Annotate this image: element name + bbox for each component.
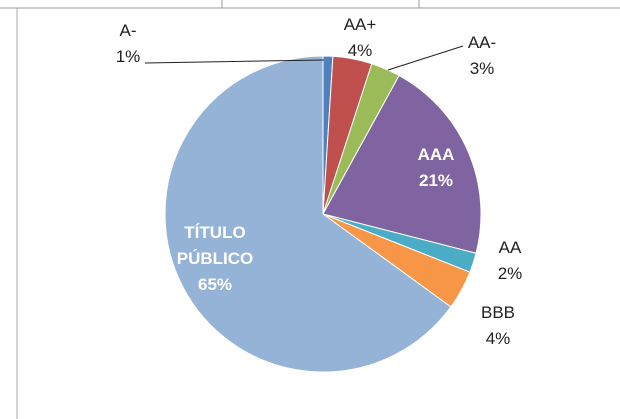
- category-label: AA: [498, 238, 522, 257]
- pie-slice: [164, 55, 452, 373]
- value-label: 2%: [497, 264, 523, 283]
- value-label: 21%: [418, 171, 454, 190]
- category-label: TÍTULO PÚBLICO: [176, 223, 254, 268]
- value-label: 4%: [485, 329, 511, 348]
- category-label: A-: [119, 21, 137, 40]
- slice-label: A- 1%: [116, 18, 141, 70]
- slice-label: AA+ 4%: [344, 12, 377, 64]
- value-label: 4%: [347, 41, 373, 60]
- slice-label: AA- 3%: [468, 30, 496, 82]
- value-label: 65%: [197, 275, 233, 294]
- slice-label: TÍTULO PÚBLICO 65%: [160, 220, 270, 298]
- category-label: AA+: [343, 15, 377, 34]
- slice-label: BBB 4%: [481, 300, 515, 352]
- slice-label: AA 2%: [498, 235, 523, 287]
- category-label: AAA: [417, 145, 455, 164]
- leader-line: [387, 45, 464, 71]
- category-label: BBB: [480, 303, 516, 322]
- category-label: AA-: [467, 33, 497, 52]
- pie-slice: [322, 74, 482, 254]
- value-label: 1%: [115, 47, 141, 66]
- leader-line: [144, 59, 325, 64]
- slice-label: AAA 21%: [381, 142, 491, 194]
- value-label: 3%: [469, 59, 495, 78]
